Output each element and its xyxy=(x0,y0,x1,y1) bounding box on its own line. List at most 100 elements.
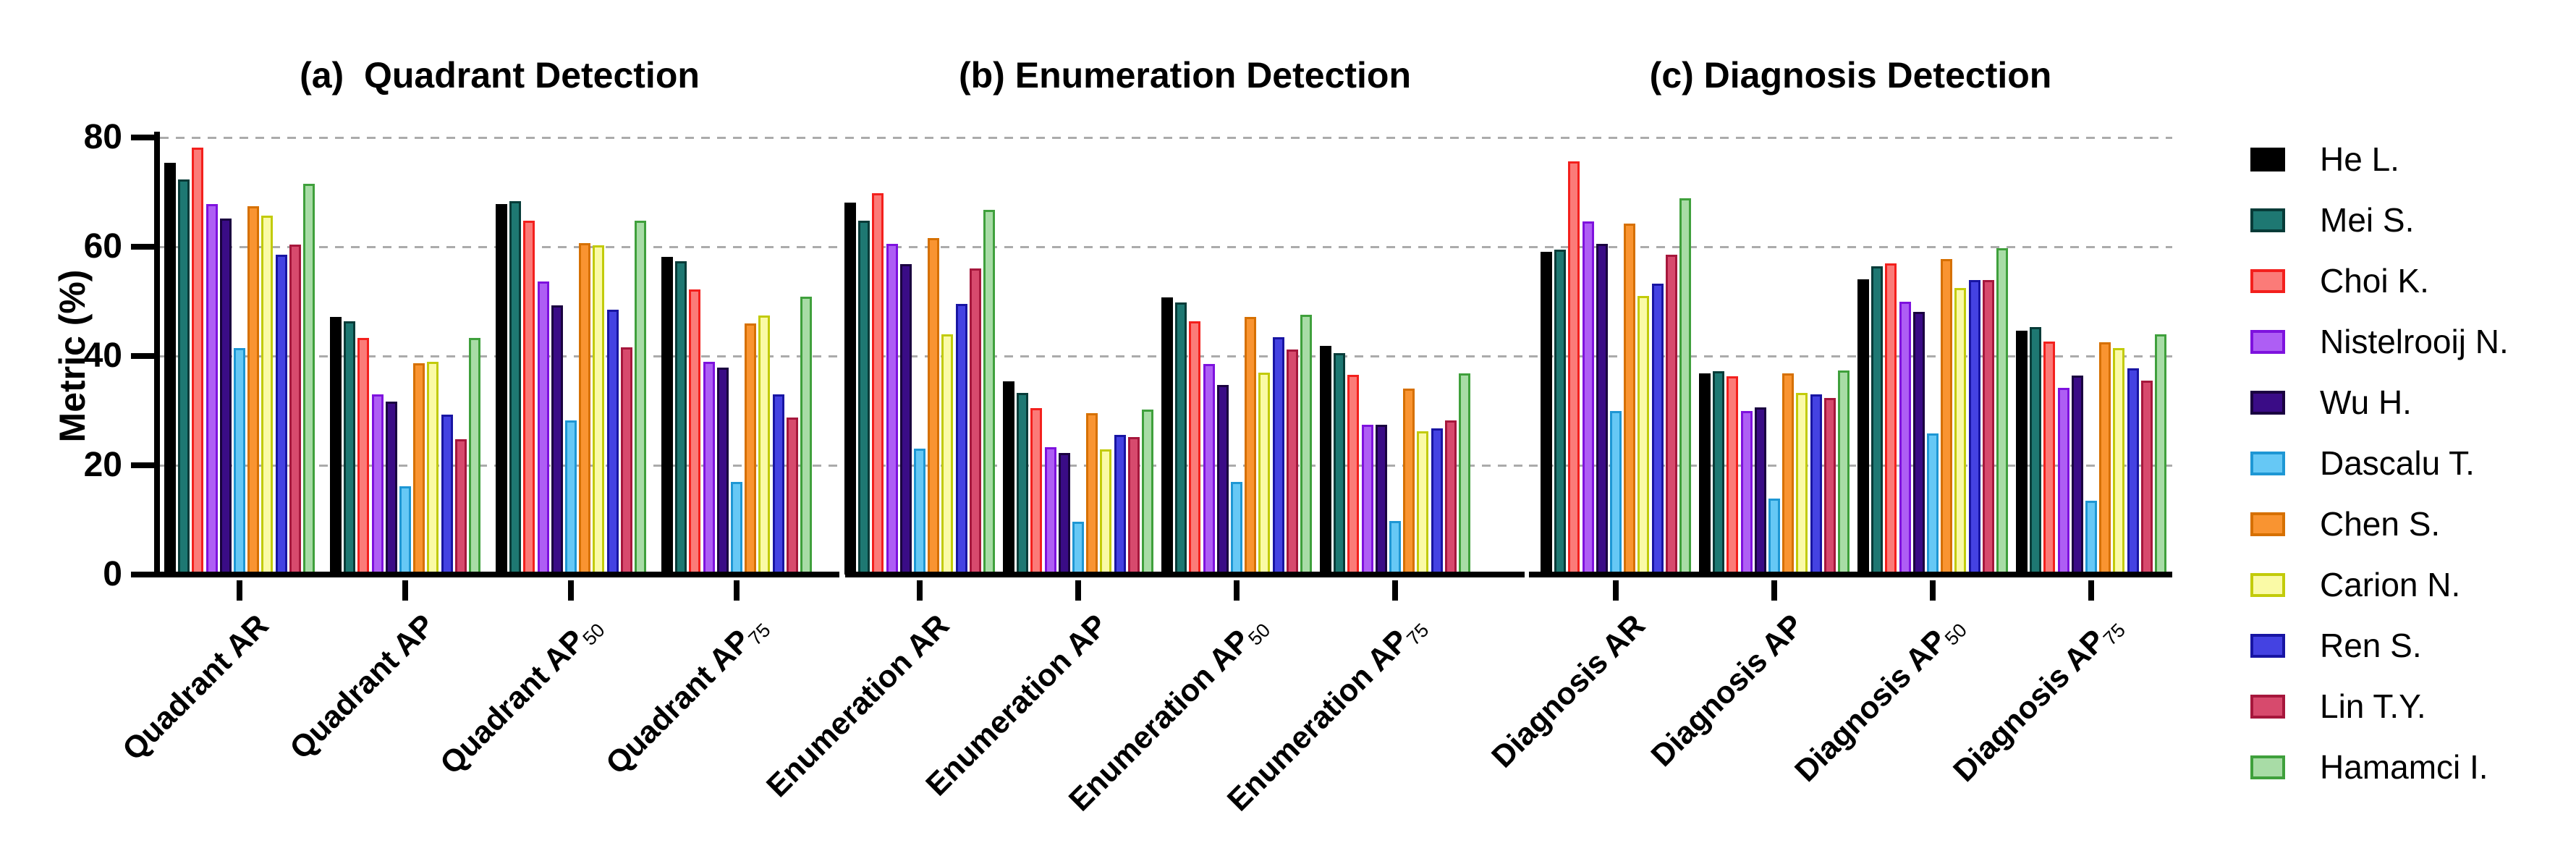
bar-chen-a-ap50 xyxy=(579,243,591,575)
bar-ren-c-ar xyxy=(1651,284,1664,575)
bar-mei-c-ap75 xyxy=(2030,326,2042,575)
bar-nist-a-ap xyxy=(371,394,384,575)
y-tick-label-60: 60 xyxy=(83,227,122,266)
bar-mei-a-ar xyxy=(178,179,190,575)
bar-nist-c-ar xyxy=(1582,221,1594,575)
bar-lin-c-ap75 xyxy=(2140,380,2153,575)
x-label-text: Quadrant AP xyxy=(599,622,758,781)
bar-wu-c-ar xyxy=(1596,244,1608,575)
bar-nist-a-ar xyxy=(206,204,218,575)
legend-label-chen: Chen S. xyxy=(2320,505,2441,543)
bar-hamamci-c-ar xyxy=(1679,198,1691,575)
bar-lin-a-ap xyxy=(454,439,467,575)
bar-nist-b-ap50 xyxy=(1203,363,1215,575)
bar-choi-a-ap75 xyxy=(689,289,701,575)
legend-label-carion: Carion N. xyxy=(2320,566,2461,603)
x-label-c-ap75: Diagnosis AP75 xyxy=(1946,608,2130,791)
x-label-a-ap: Quadrant AP xyxy=(283,608,441,766)
legend-swatch-nist xyxy=(2250,330,2285,354)
bar-chen-a-ar xyxy=(247,206,260,575)
bar-mei-a-ap50 xyxy=(509,201,522,575)
x-label-c-ap: Diagnosis AP xyxy=(1645,608,1811,774)
bar-he-a-ap75 xyxy=(661,256,673,575)
bar-dascalu-c-ap50 xyxy=(1927,433,1939,575)
bar-nist-c-ap50 xyxy=(1899,301,1911,575)
bar-lin-a-ap75 xyxy=(786,418,798,575)
bar-he-c-ap75 xyxy=(2016,330,2028,575)
bar-dascalu-c-ar xyxy=(1610,410,1622,575)
legend-label-ren: Ren S. xyxy=(2320,627,2422,664)
bar-ren-c-ap xyxy=(1810,394,1822,575)
gridline-80-panel-c xyxy=(1529,136,2172,139)
x-label-a-ap50: Quadrant AP50 xyxy=(433,608,609,784)
bar-he-b-ar xyxy=(844,202,856,575)
legend-label-choi: Choi K. xyxy=(2320,262,2429,300)
bar-ren-c-ap75 xyxy=(2127,368,2139,575)
bar-wu-c-ap50 xyxy=(1912,311,1925,575)
bar-hamamci-c-ap75 xyxy=(2155,334,2166,575)
legend-swatch-carion xyxy=(2250,573,2285,597)
bar-hamamci-c-ap50 xyxy=(1996,247,2008,575)
bar-wu-a-ap50 xyxy=(551,305,563,575)
bar-lin-b-ap75 xyxy=(1444,420,1457,575)
bar-carion-b-ar xyxy=(941,334,954,575)
bar-mei-c-ap50 xyxy=(1871,266,1884,575)
bar-choi-c-ap50 xyxy=(1885,263,1897,575)
bar-mei-b-ap75 xyxy=(1334,353,1346,575)
bar-chen-c-ap50 xyxy=(1941,258,1953,575)
legend-swatch-choi xyxy=(2250,269,2285,293)
bar-mei-b-ar xyxy=(858,220,870,575)
bar-wu-b-ar xyxy=(899,264,912,575)
bar-dascalu-c-ap xyxy=(1768,499,1780,575)
bar-lin-c-ap xyxy=(1823,398,1836,575)
legend-swatch-he xyxy=(2250,148,2285,171)
y-tick-40 xyxy=(131,353,154,359)
x-label-text: Diagnosis AP xyxy=(1645,608,1810,774)
bar-hamamci-a-ar xyxy=(303,184,315,575)
bar-choi-b-ap xyxy=(1030,408,1043,575)
x-label-text: Quadrant AP xyxy=(433,622,592,781)
y-tick-label-20: 20 xyxy=(83,446,122,484)
bar-lin-b-ap xyxy=(1127,436,1140,575)
bar-he-b-ap xyxy=(1003,381,1014,575)
bar-carion-b-ap75 xyxy=(1417,431,1429,575)
bar-dascalu-b-ap50 xyxy=(1231,481,1242,575)
bar-wu-c-ap75 xyxy=(2071,376,2083,575)
bar-ren-a-ap50 xyxy=(606,309,619,575)
x-tick-b-ap75 xyxy=(1392,580,1398,601)
legend-label-he: He L. xyxy=(2320,140,2399,178)
bar-he-b-ap50 xyxy=(1161,297,1173,575)
y-tick-0 xyxy=(131,572,154,577)
legend-swatch-ren xyxy=(2250,634,2285,658)
bar-ren-a-ap xyxy=(441,414,453,575)
x-label-a-ap75: Quadrant AP75 xyxy=(599,608,775,784)
bar-nist-b-ap xyxy=(1044,447,1056,575)
bar-choi-b-ap75 xyxy=(1347,374,1360,575)
y-tick-20 xyxy=(131,462,154,468)
bar-hamamci-b-ap50 xyxy=(1300,315,1312,575)
bar-chen-a-ap75 xyxy=(745,323,757,575)
bar-carion-a-ap50 xyxy=(593,245,605,575)
bar-he-c-ap xyxy=(1699,373,1711,575)
bar-chen-b-ar xyxy=(928,237,940,575)
bar-chen-a-ap xyxy=(413,363,425,575)
bar-wu-c-ap xyxy=(1754,407,1766,575)
gridline-60-panel-b xyxy=(845,245,1525,248)
bar-choi-c-ap75 xyxy=(2043,342,2056,575)
gridline-60-panel-c xyxy=(1529,245,2172,248)
x-tick-a-ap50 xyxy=(568,580,574,601)
bar-choi-c-ap xyxy=(1726,376,1739,575)
bar-carion-c-ar xyxy=(1637,295,1650,575)
bar-hamamci-a-ap75 xyxy=(800,297,812,575)
bar-dascalu-b-ap xyxy=(1072,521,1084,575)
bar-lin-c-ar xyxy=(1665,255,1677,575)
bar-mei-c-ar xyxy=(1554,249,1567,575)
bar-choi-a-ap xyxy=(357,338,370,575)
bar-mei-b-ap50 xyxy=(1175,302,1187,575)
bar-lin-b-ap50 xyxy=(1286,349,1298,575)
x-tick-c-ap75 xyxy=(2088,580,2094,601)
x-tick-a-ar xyxy=(237,580,242,601)
bar-nist-a-ap75 xyxy=(703,362,715,575)
gridline-20-panel-c xyxy=(1529,464,2172,467)
bar-nist-a-ap50 xyxy=(537,281,549,575)
